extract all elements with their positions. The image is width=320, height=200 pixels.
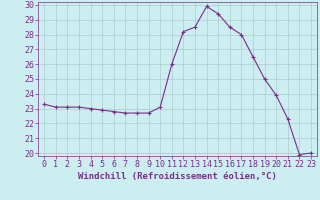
X-axis label: Windchill (Refroidissement éolien,°C): Windchill (Refroidissement éolien,°C): [78, 172, 277, 181]
